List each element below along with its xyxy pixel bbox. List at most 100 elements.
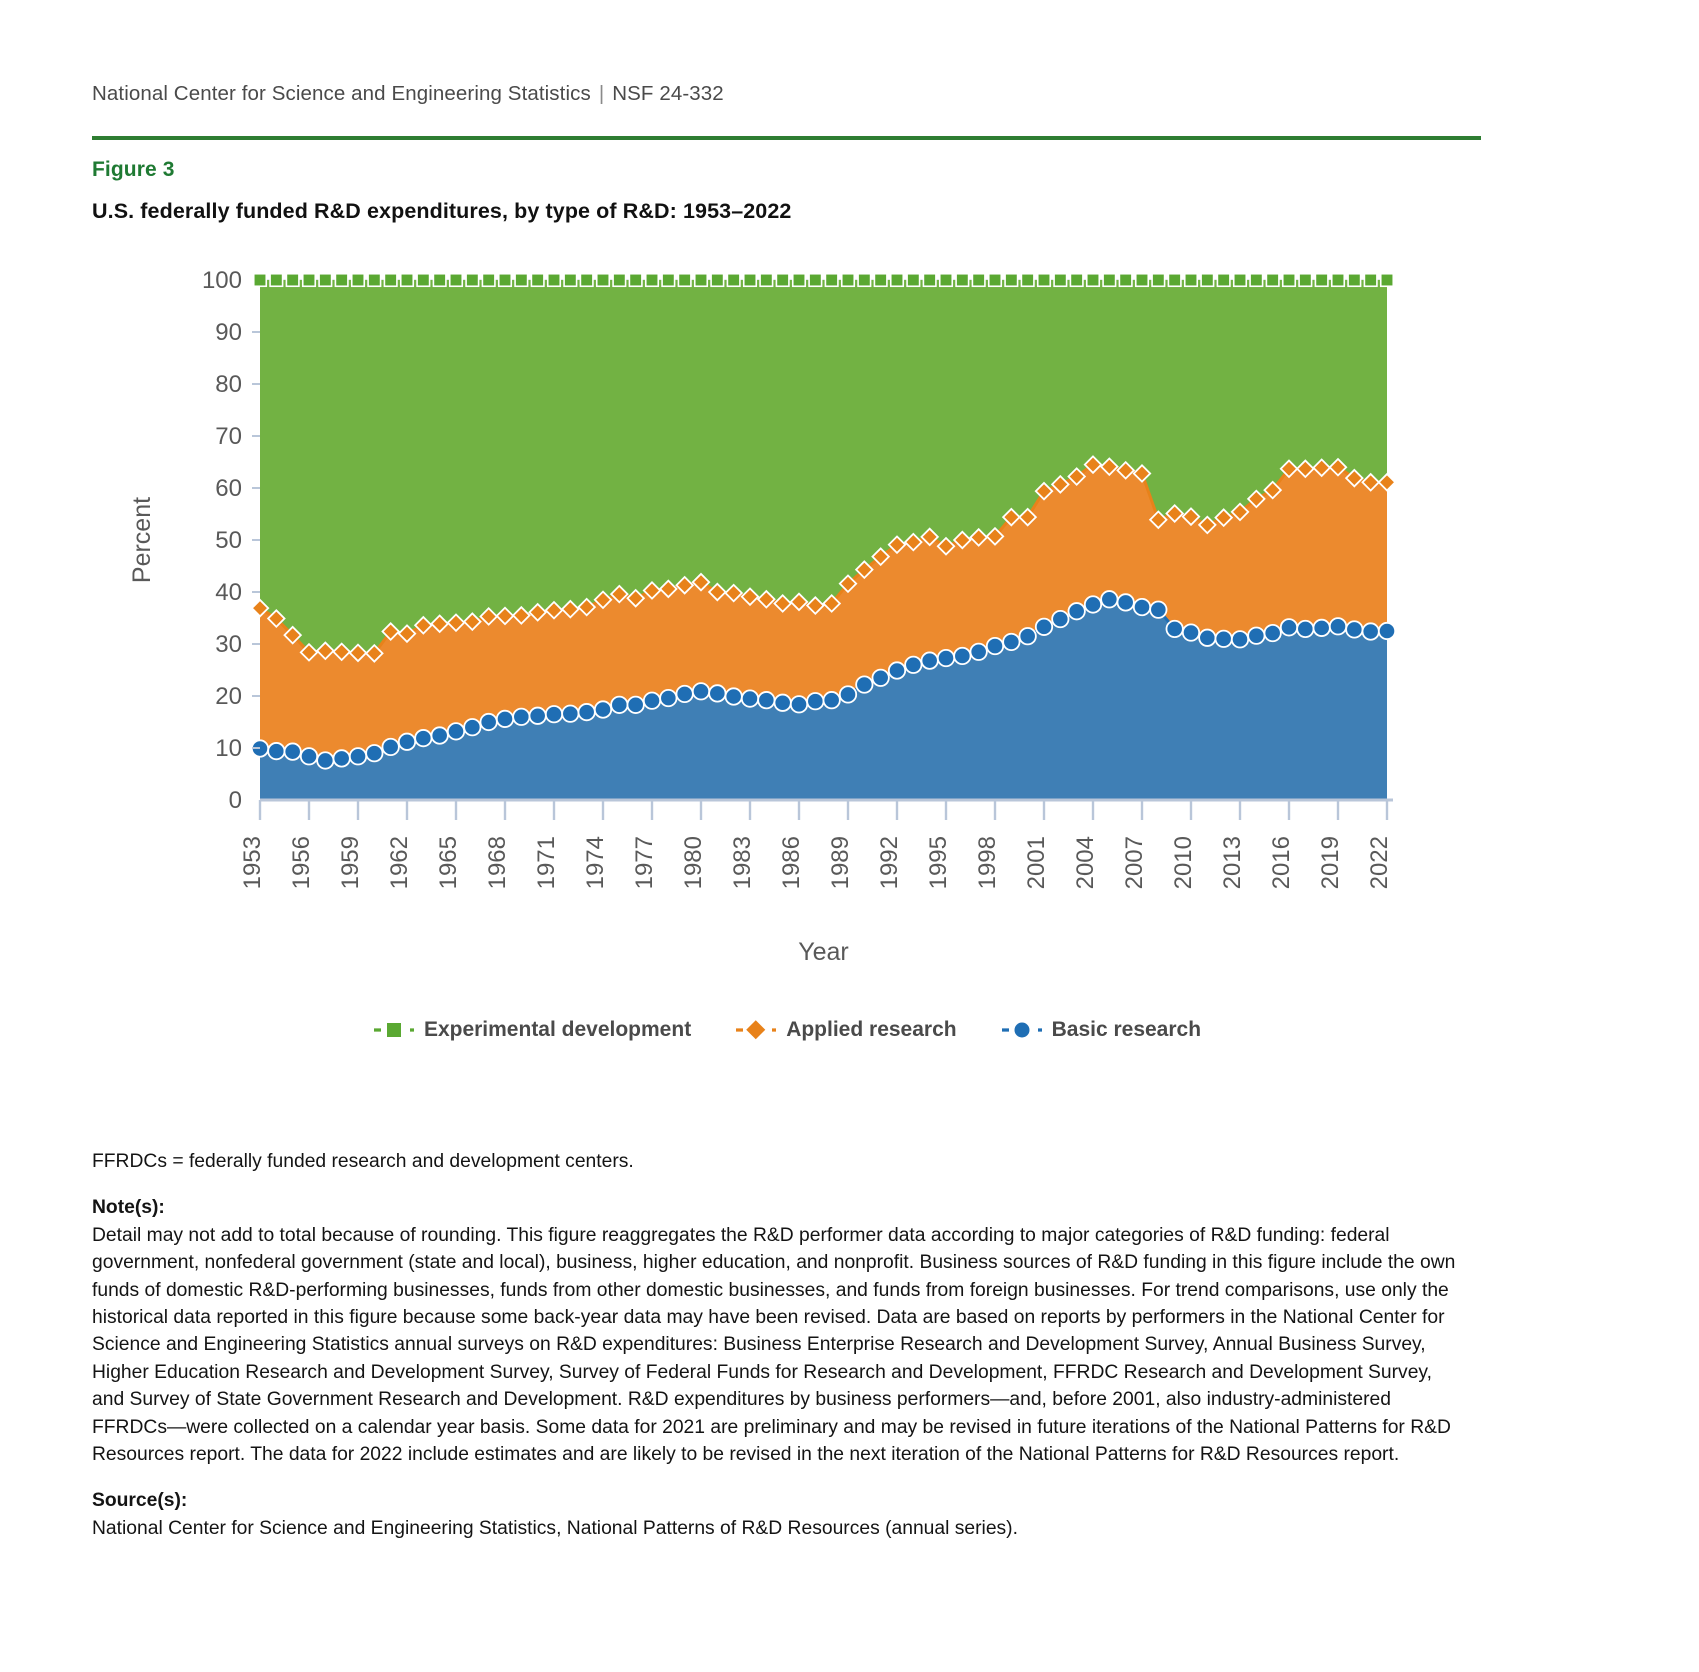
marker-applied-research <box>1214 508 1234 528</box>
marker-applied-research <box>1018 507 1038 527</box>
marker-experimental-development <box>612 272 627 288</box>
legend-item-experimental-development[interactable]: Experimental development <box>373 1018 691 1042</box>
marker-basic-research <box>871 668 890 687</box>
legend-item-applied-research[interactable]: Applied research <box>735 1018 957 1042</box>
marker-experimental-development <box>1167 272 1182 288</box>
marker-basic-research <box>495 709 515 728</box>
chart-container: 0 10 20 30 40 50 60 70 80 90 100 1953 1956 1959 1962 19… <box>92 250 1482 1010</box>
x-axis-tick-label: 2004 <box>1072 836 1099 889</box>
header-separator: | <box>598 82 605 105</box>
marker-applied-research <box>1295 459 1315 479</box>
marker-experimental-development <box>1036 272 1052 288</box>
marker-basic-research <box>904 655 923 674</box>
marker-experimental-development <box>1232 272 1248 288</box>
marker-experimental-development <box>644 272 660 288</box>
marker-basic-research <box>757 691 776 710</box>
marker-applied-research <box>724 583 744 603</box>
marker-basic-research <box>610 695 629 714</box>
marker-applied-research <box>854 560 874 580</box>
marker-applied-research <box>805 596 825 615</box>
marker-applied-research <box>1377 472 1397 492</box>
notes-heading: Note(s): <box>92 1197 165 1219</box>
marker-experimental-development <box>693 272 709 288</box>
marker-experimental-development <box>579 272 594 288</box>
x-axis-tick-label: 2007 <box>1121 836 1148 889</box>
marker-basic-research <box>626 695 645 714</box>
marker-applied-research <box>642 580 662 600</box>
marker-experimental-development <box>432 272 447 288</box>
chart-legend: Experimental development Applied researc… <box>92 1018 1482 1042</box>
marker-applied-research <box>446 613 466 633</box>
marker-experimental-development <box>938 272 954 288</box>
marker-basic-research <box>577 703 596 722</box>
marker-applied-research <box>1001 507 1021 527</box>
marker-basic-research <box>1279 618 1299 637</box>
x-axis-tick-label: 1959 <box>337 836 364 889</box>
marker-experimental-development <box>1379 272 1395 288</box>
marker-experimental-development <box>1200 272 1215 288</box>
marker-basic-research <box>1100 590 1119 609</box>
marker-basic-research <box>1083 595 1103 614</box>
marker-applied-research <box>1116 460 1136 480</box>
marker-applied-research <box>1328 457 1348 477</box>
x-axis-tick-label: 2013 <box>1219 836 1246 889</box>
marker-applied-research <box>250 598 270 618</box>
marker-basic-research <box>1247 626 1266 645</box>
marker-basic-research <box>1361 622 1380 641</box>
marker-experimental-development <box>1069 272 1084 288</box>
marker-applied-research <box>1132 463 1152 483</box>
marker-applied-research <box>528 602 548 622</box>
marker-basic-research <box>659 688 678 708</box>
source-body: National Center for Science and Engineer… <box>92 1517 1018 1539</box>
marker-experimental-development <box>318 272 333 288</box>
marker-experimental-development <box>1020 272 1035 288</box>
marker-experimental-development <box>448 272 464 288</box>
marker-basic-research <box>430 726 449 745</box>
marker-applied-research <box>756 589 776 609</box>
marker-basic-research <box>365 744 384 763</box>
marker-basic-research <box>348 747 368 766</box>
abbreviation-note: FFRDCs = federally funded research and d… <box>92 1151 634 1172</box>
marker-applied-research <box>658 579 678 599</box>
marker-applied-research <box>1197 515 1217 535</box>
marker-applied-research <box>462 612 482 632</box>
marker-experimental-development <box>1249 272 1264 288</box>
marker-experimental-development <box>677 272 692 288</box>
marker-applied-research <box>283 625 303 645</box>
x-axis-tick-label: 2010 <box>1170 836 1197 889</box>
marker-basic-research <box>316 751 335 770</box>
marker-basic-research <box>528 706 547 725</box>
marker-applied-research <box>1099 457 1119 477</box>
marker-experimental-development <box>1363 272 1378 288</box>
y-axis-tick-label: 90 <box>215 319 242 346</box>
marker-basic-research <box>1051 609 1070 629</box>
marker-experimental-development <box>1281 272 1297 288</box>
marker-applied-research <box>1246 489 1266 509</box>
marker-basic-research <box>593 700 613 719</box>
marker-applied-research <box>397 624 417 644</box>
marker-basic-research <box>332 749 351 768</box>
marker-experimental-development <box>563 272 578 288</box>
marker-basic-research <box>1116 593 1135 612</box>
marker-basic-research <box>1034 617 1054 636</box>
marker-experimental-development <box>1053 272 1068 288</box>
marker-basic-research <box>561 704 580 723</box>
marker-applied-research <box>1034 481 1054 501</box>
marker-basic-research <box>299 747 319 766</box>
marker-experimental-development <box>546 272 562 288</box>
legend-label-experimental-development: Experimental development <box>423 1018 692 1041</box>
marker-basic-research <box>1181 623 1201 642</box>
marker-applied-research <box>609 584 629 604</box>
marker-basic-research <box>969 642 988 661</box>
x-axis-tick-label: 1971 <box>533 836 560 889</box>
marker-basic-research <box>1149 600 1168 619</box>
marker-experimental-development <box>726 272 741 288</box>
marker-experimental-development <box>530 272 545 288</box>
marker-applied-research <box>560 599 580 619</box>
marker-applied-research <box>1165 504 1185 523</box>
marker-basic-research <box>920 651 939 670</box>
marker-applied-research <box>626 588 646 608</box>
x-axis-tick-label: 1980 <box>680 836 707 889</box>
legend-item-basic-research[interactable]: Basic research <box>1001 1018 1201 1042</box>
marker-experimental-development <box>1118 272 1133 288</box>
